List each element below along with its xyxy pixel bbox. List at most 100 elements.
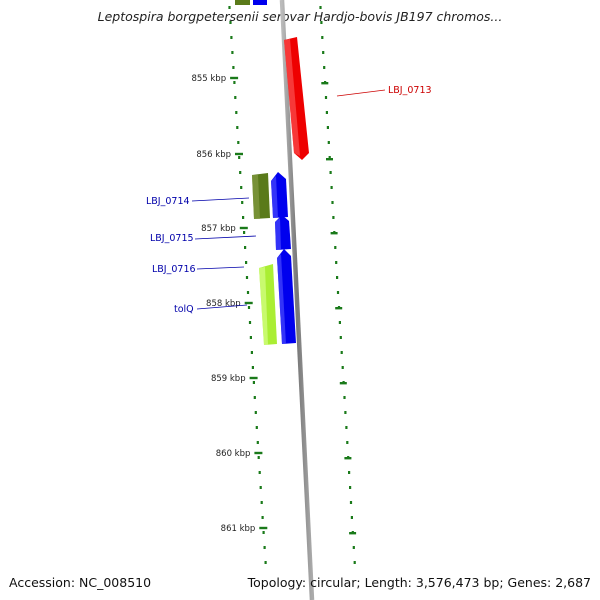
scale-dot <box>254 411 257 414</box>
svg-text:LBJ_0716: LBJ_0716 <box>152 264 196 275</box>
scale-dot <box>246 291 250 294</box>
ruler-tick-mark <box>254 451 263 455</box>
scale-dot <box>260 501 263 504</box>
scale-dot <box>234 96 237 99</box>
scale-dot <box>239 171 242 174</box>
gene-feature-lbj-0715[interactable] <box>271 172 288 218</box>
scale-dot <box>328 156 331 159</box>
ruler-tick-mark-outer <box>330 232 338 235</box>
scale-dot <box>321 36 324 39</box>
scale-dot <box>348 471 351 474</box>
scale-dot <box>345 426 348 429</box>
scale-dot <box>248 321 252 324</box>
map-title: Leptospira borgpetersenii serovar Hardjo… <box>97 9 503 24</box>
scale-dot <box>242 216 245 219</box>
svg-text:LBJ_0714: LBJ_0714 <box>146 196 190 207</box>
ruler-tick-label: 856 kbp <box>196 150 231 160</box>
scale-dot <box>353 561 356 564</box>
scale-dot <box>339 336 342 339</box>
scale-dot <box>336 276 339 279</box>
gene-feature-lbj-0714[interactable] <box>252 173 270 219</box>
svg-text:LBJ_0715: LBJ_0715 <box>150 233 194 244</box>
scale-dot <box>256 441 259 444</box>
genome-backbone <box>279 0 315 600</box>
scale-dot <box>235 111 238 114</box>
scale-dot <box>257 456 260 459</box>
scale-dot <box>244 246 247 249</box>
scale-dot <box>323 66 326 69</box>
scale-dot <box>343 396 346 399</box>
ruler-tick-mark <box>249 376 258 380</box>
scale-dot <box>349 501 353 504</box>
scale-dot <box>264 561 267 564</box>
scale-dot <box>237 141 240 144</box>
scale-dot <box>330 186 333 189</box>
gene-feature-adjacent-blue[interactable] <box>277 249 296 344</box>
ruler-ticks: 855 kbp 856 kbp 857 kbp 858 kbp 859 kbp 860 k… <box>191 74 357 535</box>
scale-dot <box>231 51 234 54</box>
scale-dot <box>253 396 256 399</box>
gene-label-lbj-0714[interactable]: LBJ_0714 <box>146 196 250 207</box>
accession-text: Accession: NC_008510 <box>9 575 152 590</box>
scale-dot <box>327 141 330 144</box>
gene-label-lbj-0713[interactable]: LBJ_0713 <box>336 85 432 97</box>
scale-dot <box>340 351 343 354</box>
scale-dot <box>320 21 323 24</box>
scale-dot <box>252 381 255 384</box>
svg-text:LBJ_0713: LBJ_0713 <box>388 85 432 96</box>
scale-dot <box>230 36 233 39</box>
scale-dot <box>228 6 231 9</box>
scale-dot <box>261 516 264 519</box>
gene-label-lbj-0716[interactable]: LBJ_0716 <box>152 264 245 275</box>
ruler-tick-mark <box>239 226 248 230</box>
feature-offscreen-top[interactable] <box>235 0 267 5</box>
ruler-tick-mark-outer <box>335 307 343 310</box>
scale-dot <box>344 411 347 414</box>
scale-dot <box>236 126 239 129</box>
scale-dot <box>241 201 244 204</box>
scale-dot <box>349 486 352 489</box>
scale-dot <box>332 216 335 219</box>
svg-text:tolQ: tolQ <box>174 304 194 315</box>
ruler-tick-label: 855 kbp <box>191 74 226 84</box>
gene-label-tolq[interactable]: tolQ <box>174 304 248 315</box>
scale-dot <box>334 246 337 249</box>
scale-dot <box>233 81 236 84</box>
ruler-tick-label: 861 kbp <box>221 524 256 534</box>
gene-feature-tolq[interactable] <box>259 264 277 345</box>
gene-features[interactable] <box>252 37 309 345</box>
scale-dot <box>245 261 248 264</box>
scale-dot <box>326 126 329 129</box>
scale-dot <box>258 471 261 474</box>
ruler-tick-mark-outer <box>326 158 333 161</box>
scale-dot <box>238 156 241 159</box>
ruler-tick-mark-outer <box>339 382 347 385</box>
scale-dot <box>336 291 340 294</box>
scale-dot <box>243 231 246 234</box>
ruler-tick-mark-outer <box>349 532 357 535</box>
ruler-tick-mark <box>259 526 268 530</box>
scale-dot <box>255 426 258 429</box>
scale-dot <box>319 6 322 9</box>
scale-dot <box>335 261 338 264</box>
scale-dot <box>325 111 328 114</box>
scale-dot <box>346 441 349 444</box>
gene-feature-lbj-0713[interactable] <box>284 37 309 160</box>
scale-dot <box>250 351 253 354</box>
gene-feature-lbj-0716[interactable] <box>275 215 291 250</box>
scale-dot <box>259 486 262 489</box>
scale-dot <box>240 186 243 189</box>
scale-dot <box>329 171 332 174</box>
scale-dot <box>352 546 355 549</box>
ruler-tick-mark <box>244 301 253 305</box>
scale-dot <box>324 96 328 99</box>
scale-dot <box>350 516 353 519</box>
scale-dot <box>341 366 344 369</box>
ruler-tick-mark-outer <box>344 457 352 460</box>
ruler-tick-mark-outer <box>321 82 329 85</box>
scale-dot <box>229 21 232 24</box>
scale-ring-dots <box>228 6 356 564</box>
gene-label-lbj-0715[interactable]: LBJ_0715 <box>150 233 257 244</box>
